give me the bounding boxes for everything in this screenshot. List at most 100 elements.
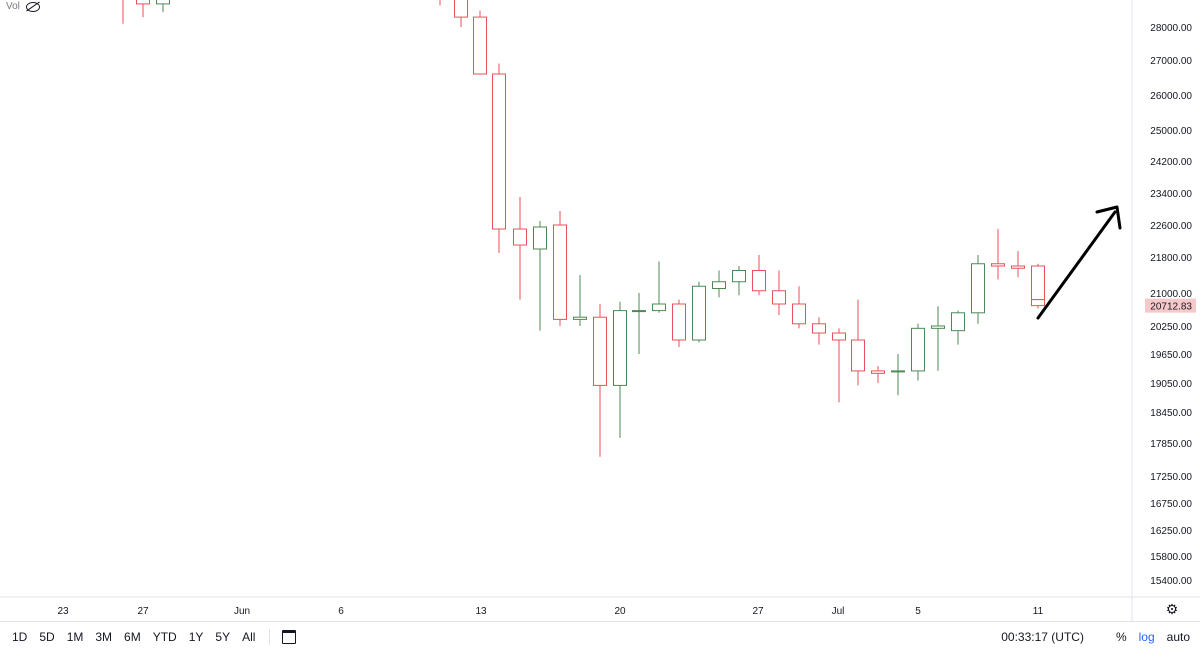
candle bbox=[971, 255, 985, 324]
x-tick-label: 20 bbox=[614, 606, 626, 617]
period-6m-button[interactable]: 6M bbox=[124, 630, 141, 644]
candle bbox=[156, 0, 170, 13]
candle-body bbox=[931, 325, 945, 329]
candle bbox=[652, 261, 666, 313]
candle-body bbox=[971, 263, 985, 314]
arrow-head bbox=[1095, 205, 1122, 230]
candle bbox=[473, 10, 487, 75]
candle-body bbox=[1031, 299, 1045, 307]
candle bbox=[871, 366, 885, 383]
candle-body bbox=[613, 310, 627, 386]
candle-body bbox=[692, 285, 706, 341]
period-1m-button[interactable]: 1M bbox=[66, 630, 84, 644]
gear-icon[interactable]: ⚙ bbox=[1165, 601, 1179, 617]
candle bbox=[772, 270, 786, 315]
candle-body bbox=[1031, 265, 1045, 301]
y-tick-label: 18450.00 bbox=[1150, 408, 1192, 419]
candle-body bbox=[891, 370, 905, 373]
candle bbox=[122, 0, 124, 24]
candle bbox=[613, 301, 627, 438]
volume-indicator-label[interactable]: Vol bbox=[6, 1, 40, 12]
candle-body bbox=[652, 303, 666, 312]
candle-body bbox=[573, 316, 587, 320]
candle bbox=[439, 0, 441, 6]
candle bbox=[672, 299, 686, 347]
y-tick-label: 20250.00 bbox=[1150, 322, 1192, 333]
auto-scale-toggle[interactable]: auto bbox=[1166, 630, 1190, 644]
candle-body bbox=[492, 73, 506, 230]
percent-scale-toggle[interactable]: % bbox=[1115, 630, 1127, 644]
candle bbox=[632, 293, 646, 354]
period-1d-button[interactable]: 1D bbox=[12, 630, 28, 644]
y-tick-label: 15800.00 bbox=[1150, 552, 1192, 563]
candle-body bbox=[812, 323, 826, 334]
period-5d-button[interactable]: 5D bbox=[39, 630, 55, 644]
period-ytd-button[interactable]: YTD bbox=[152, 630, 177, 644]
utc-clock[interactable]: 00:33:17 (UTC) bbox=[1001, 630, 1084, 644]
candle-body bbox=[772, 290, 786, 305]
candle bbox=[513, 197, 527, 300]
candle bbox=[991, 229, 1005, 280]
last-price-badge bbox=[1145, 298, 1196, 313]
candle-body bbox=[871, 370, 885, 374]
candle-body bbox=[513, 228, 527, 246]
y-tick-label: 27000.00 bbox=[1150, 56, 1192, 67]
candle-body bbox=[792, 303, 806, 325]
candle-body bbox=[911, 327, 925, 372]
candle-body bbox=[991, 263, 1005, 267]
candle bbox=[593, 304, 607, 457]
period-3m-button[interactable]: 3M bbox=[95, 630, 113, 644]
indicator-name: Vol bbox=[6, 1, 20, 12]
y-tick-label: 17850.00 bbox=[1150, 439, 1192, 450]
period-all-button[interactable]: All bbox=[242, 630, 256, 644]
y-tick-label: 25000.00 bbox=[1150, 126, 1192, 137]
candle bbox=[752, 255, 766, 296]
candle bbox=[951, 310, 965, 345]
x-tick-label: 6 bbox=[338, 606, 344, 617]
toolbar-divider bbox=[269, 629, 271, 645]
candle-body bbox=[553, 224, 567, 320]
candle bbox=[732, 266, 746, 296]
x-tick-label: 11 bbox=[1033, 606, 1044, 617]
x-tick-label: Jul bbox=[832, 606, 845, 617]
eye-slash-icon[interactable] bbox=[25, 1, 40, 12]
candle bbox=[851, 299, 865, 386]
candle-body bbox=[632, 310, 646, 313]
y-tick-label: 22600.00 bbox=[1150, 221, 1192, 232]
y-tick-label: 19050.00 bbox=[1150, 379, 1192, 390]
candle-body bbox=[473, 16, 487, 75]
candle bbox=[812, 317, 826, 345]
candle-body bbox=[672, 303, 686, 341]
candle bbox=[573, 275, 587, 326]
candle-body bbox=[712, 281, 726, 289]
period-5y-button[interactable]: 5Y bbox=[215, 630, 231, 644]
candle bbox=[692, 281, 706, 343]
candle bbox=[891, 354, 905, 396]
candle bbox=[492, 63, 506, 253]
log-scale-toggle[interactable]: log bbox=[1138, 630, 1155, 644]
candle-body bbox=[136, 0, 150, 5]
y-tick-label: 19650.00 bbox=[1150, 350, 1192, 361]
candle-body bbox=[156, 0, 170, 5]
calendar-icon[interactable] bbox=[282, 630, 297, 644]
candlestick-chart[interactable]: 28000.00 27000.00 26000.00 25000.00 24200.00… bbox=[0, 0, 1200, 621]
candle bbox=[911, 323, 925, 381]
y-tick-label: 28000.00 bbox=[1150, 23, 1192, 34]
candle-body bbox=[454, 0, 468, 18]
y-tick-label: 21800.00 bbox=[1150, 253, 1192, 264]
y-tick-label: 17250.00 bbox=[1150, 472, 1192, 483]
candle bbox=[553, 211, 567, 326]
candle-body bbox=[593, 316, 607, 386]
candle-body bbox=[832, 332, 846, 341]
candle bbox=[931, 306, 945, 371]
candle bbox=[832, 328, 846, 403]
y-tick-label: 21000.00 bbox=[1150, 289, 1192, 300]
x-tick-label: 13 bbox=[475, 606, 487, 617]
x-tick-label: 27 bbox=[137, 606, 149, 617]
y-tick-label: 23400.00 bbox=[1150, 189, 1192, 200]
candle-body bbox=[752, 270, 766, 292]
right-tools: 00:33:17 (UTC) % log auto bbox=[1001, 622, 1190, 652]
y-tick-label: 16250.00 bbox=[1150, 526, 1192, 537]
last-price-label: 20712.83 bbox=[1150, 302, 1192, 313]
period-1y-button[interactable]: 1Y bbox=[188, 630, 204, 644]
